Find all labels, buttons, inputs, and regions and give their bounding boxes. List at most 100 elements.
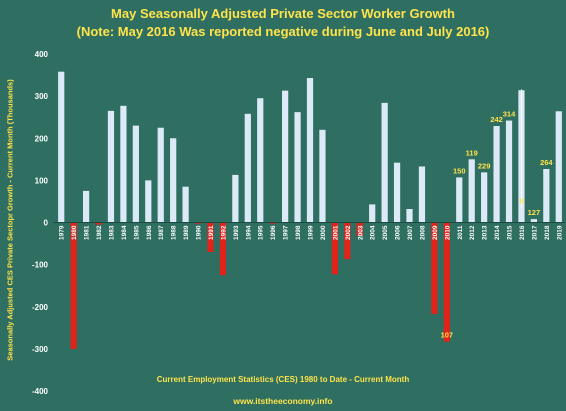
bar-2014 — [493, 126, 500, 223]
bar-1996 — [269, 222, 276, 224]
chart-title: May Seasonally Adjusted Private Sector W… — [111, 6, 455, 21]
data-label-2016: 8 — [519, 197, 523, 206]
chart-subtitle: (Note: May 2016 Was reported negative du… — [76, 24, 490, 39]
x-tick-label: 2019 — [556, 225, 563, 240]
x-tick-label: 1994 — [245, 225, 252, 240]
y-tick-label: 200 — [35, 134, 49, 143]
x-tick-label: 2003 — [357, 225, 364, 240]
bar-2009 — [431, 222, 438, 314]
x-tick-label: 2008 — [419, 225, 426, 240]
x-tick-label: 1993 — [233, 225, 240, 240]
bar-1991 — [207, 222, 214, 252]
bar-1990 — [194, 222, 202, 224]
data-label-2018: 264 — [540, 158, 553, 167]
x-tick-label: 1996 — [270, 225, 277, 240]
bar-1980 — [70, 222, 77, 349]
y-tick-label: 0 — [44, 219, 49, 228]
bar-1986 — [145, 180, 152, 223]
x-tick-label: 2018 — [544, 225, 551, 240]
y-tick-label: -100 — [32, 261, 49, 270]
data-label-2013: 229 — [478, 161, 491, 170]
y-tick-label: 400 — [35, 50, 49, 59]
x-tick-label: 1992 — [220, 225, 227, 240]
y-tick-label: -200 — [32, 303, 49, 312]
x-tick-label: 2010 — [444, 225, 451, 240]
x-tick-label: 1985 — [133, 225, 140, 240]
bar-1988 — [170, 138, 177, 223]
x-tick-label: 1979 — [59, 225, 66, 240]
x-tick-label: 2005 — [382, 225, 389, 240]
x-tick-label: 2015 — [507, 225, 514, 240]
x-tick-label: 1986 — [146, 225, 153, 240]
bar-1995 — [257, 98, 264, 223]
y-tick-label: 300 — [35, 92, 49, 101]
data-label-2014: 242 — [490, 115, 503, 124]
bar-2011 — [456, 177, 463, 223]
x-tick-label: 2001 — [332, 225, 339, 240]
data-label-2011: 150 — [453, 166, 466, 175]
x-tick-label: 1984 — [121, 225, 128, 240]
bar-2012 — [468, 159, 475, 223]
x-tick-label: 1987 — [158, 225, 165, 240]
bar-1987 — [157, 127, 164, 223]
x-tick-label: 1983 — [108, 225, 115, 240]
x-tick-label: 1999 — [308, 225, 315, 240]
data-label-2012: 119 — [466, 148, 478, 157]
x-tick-label: 2016 — [519, 225, 526, 240]
bar-2003 — [356, 222, 363, 236]
footer-url: www.itstheeconomy.info — [233, 396, 333, 406]
bar-2015 — [505, 120, 513, 223]
x-tick-label: 2000 — [320, 225, 327, 240]
y-axis-title: Seasonally Adjusted CES Private Sectopr … — [5, 79, 15, 361]
bar-1997 — [282, 90, 289, 223]
x-tick-label: 2011 — [457, 225, 464, 239]
x-tick-label: 1997 — [283, 225, 290, 240]
x-tick-label: 2014 — [494, 225, 501, 240]
x-tick-label: 2004 — [370, 225, 377, 240]
bar-2018 — [543, 169, 550, 223]
x-tick-label: 2002 — [345, 225, 352, 240]
x-tick-label: 1981 — [84, 225, 91, 240]
x-tick-label: 2007 — [407, 225, 414, 240]
bar-2000 — [319, 129, 326, 223]
bar-2006 — [393, 162, 401, 223]
x-tick-label: 1998 — [295, 225, 302, 240]
bar-2010 — [443, 222, 450, 342]
bar-2001 — [331, 222, 338, 275]
y-tick-label: -300 — [32, 345, 49, 354]
x-tick-label: 2013 — [482, 225, 489, 240]
bar-2004 — [369, 204, 376, 223]
x-tick-label: 1982 — [96, 225, 103, 240]
bar-1999 — [306, 78, 314, 223]
bar-1982 — [95, 222, 102, 225]
data-label-2015: 314 — [503, 110, 516, 119]
bar-1983 — [107, 110, 115, 223]
x-tick-label: 1990 — [196, 225, 203, 240]
bar-1979 — [58, 71, 65, 223]
x-tick-label: 2017 — [531, 225, 538, 240]
data-label-2017: 127 — [528, 208, 541, 217]
bar-2013 — [481, 172, 488, 223]
bar-2019 — [555, 111, 562, 223]
y-tick-label: -400 — [32, 387, 49, 396]
bar-1981 — [82, 190, 90, 223]
bar-1994 — [244, 113, 251, 223]
bar-1985 — [132, 125, 139, 223]
x-tick-label: 2009 — [432, 225, 439, 240]
data-label-2010: 107 — [441, 331, 454, 340]
bar-1984 — [120, 105, 127, 223]
bar-1989 — [182, 186, 189, 223]
x-tick-label: 1995 — [258, 225, 265, 240]
bar-1998 — [294, 112, 301, 223]
bar-2005 — [381, 102, 388, 223]
x-tick-label: 1980 — [71, 225, 78, 240]
x-tick-label: 1989 — [183, 225, 190, 240]
bar-2017 — [530, 219, 538, 223]
bar-2007 — [406, 209, 413, 223]
x-tick-label: 2006 — [395, 225, 402, 240]
x-tick-label: 2012 — [469, 225, 476, 240]
bar-2008 — [418, 166, 426, 223]
x-tick-label: 1988 — [171, 225, 178, 240]
